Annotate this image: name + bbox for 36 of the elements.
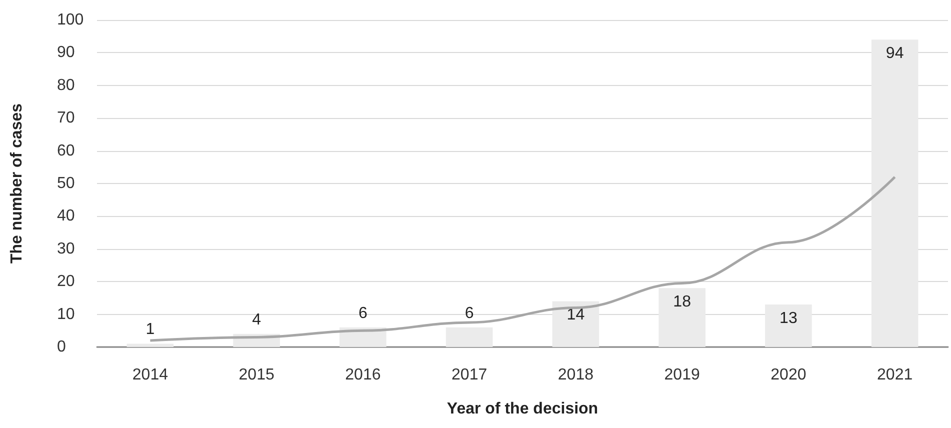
y-tick-label: 0 — [57, 338, 66, 356]
y-tick-label: 70 — [57, 110, 75, 127]
data-label: 94 — [886, 45, 904, 62]
y-tick-label: 20 — [57, 273, 75, 290]
bar — [552, 301, 600, 347]
data-label: 6 — [358, 304, 368, 322]
y-axis-title: The number of cases — [8, 103, 26, 264]
data-label: 18 — [673, 294, 692, 311]
bar — [871, 40, 918, 347]
y-tick-label: 30 — [57, 240, 75, 258]
x-tick-label: 2020 — [770, 366, 806, 384]
bar — [446, 327, 493, 347]
data-label: 13 — [780, 310, 798, 327]
y-tick-label: 90 — [57, 44, 75, 62]
x-tick-label: 2016 — [345, 366, 381, 384]
x-tick-label: 2015 — [238, 366, 274, 384]
y-tick-label: 50 — [57, 175, 75, 192]
x-tick-label: 2017 — [452, 366, 488, 384]
y-tick-label: 80 — [57, 76, 75, 94]
y-tick-label: 100 — [57, 12, 84, 28]
x-tick-label: 2014 — [132, 366, 168, 384]
data-label: 6 — [464, 304, 474, 322]
data-label: 4 — [252, 311, 262, 328]
bar — [765, 304, 812, 347]
data-label: 14 — [566, 306, 585, 324]
y-tick-label: 60 — [57, 142, 75, 160]
x-tick-label: 2018 — [558, 366, 594, 384]
bar — [658, 288, 706, 347]
data-label: 1 — [146, 321, 155, 338]
bar — [126, 344, 174, 347]
line-series — [148, 176, 896, 342]
x-axis-title: Year of the decision — [446, 400, 598, 418]
x-tick-label: 2021 — [877, 366, 913, 384]
y-tick-label: 10 — [57, 306, 75, 323]
y-tick-label: 40 — [57, 208, 75, 225]
x-tick-label: 2019 — [664, 366, 700, 384]
